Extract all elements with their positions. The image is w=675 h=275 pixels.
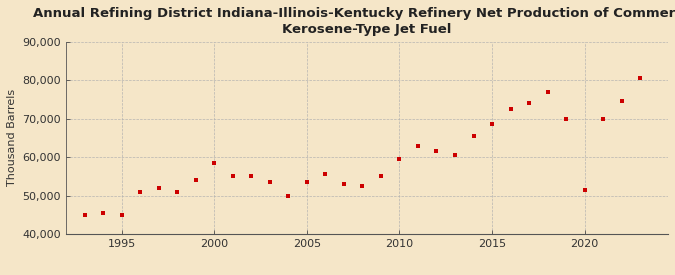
Point: [190, 178, 201, 182]
Point: [542, 90, 553, 94]
Point: [468, 134, 479, 138]
Point: [98, 211, 109, 215]
Point: [561, 116, 572, 121]
Point: [302, 180, 313, 184]
Point: [616, 99, 627, 104]
Y-axis label: Thousand Barrels: Thousand Barrels: [7, 89, 17, 186]
Point: [338, 182, 349, 186]
Point: [227, 174, 238, 178]
Point: [505, 107, 516, 111]
Point: [246, 174, 256, 178]
Point: [524, 101, 535, 106]
Point: [153, 186, 164, 190]
Point: [635, 76, 646, 81]
Point: [171, 189, 182, 194]
Point: [320, 172, 331, 177]
Point: [357, 184, 368, 188]
Point: [265, 180, 275, 184]
Point: [412, 143, 423, 148]
Point: [487, 122, 497, 127]
Point: [431, 149, 442, 153]
Point: [394, 157, 405, 161]
Point: [450, 153, 460, 157]
Point: [283, 193, 294, 198]
Point: [135, 189, 146, 194]
Title: Annual Refining District Indiana-Illinois-Kentucky Refinery Net Production of Co: Annual Refining District Indiana-Illinoi…: [33, 7, 675, 37]
Point: [579, 188, 590, 192]
Point: [79, 213, 90, 217]
Point: [116, 213, 127, 217]
Point: [375, 174, 386, 178]
Point: [209, 161, 219, 165]
Point: [598, 116, 609, 121]
